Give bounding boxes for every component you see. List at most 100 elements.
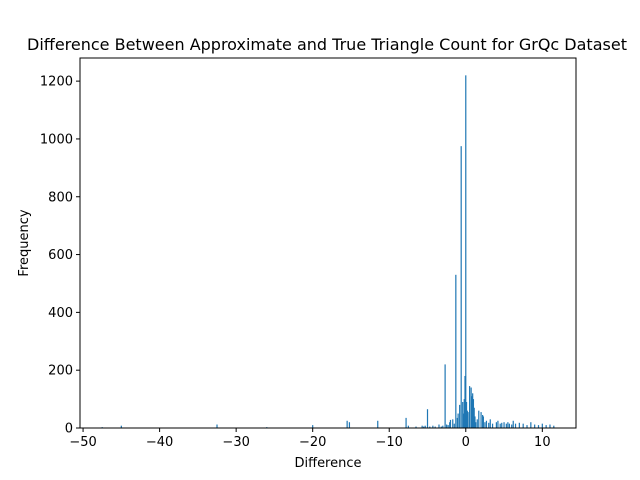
histogram-bar [472,399,475,428]
histogram-bar [471,396,473,428]
chart-title: Difference Between Approximate and True … [27,35,627,54]
histogram-bar [485,420,488,428]
histogram-bar [462,413,465,428]
histogram-bar [514,423,517,428]
y-tick-label: 1200 [40,75,73,90]
histogram-bar [423,426,425,428]
histogram-bar [346,420,348,428]
histogram-bar [216,424,218,428]
y-tick-label: 400 [48,306,73,321]
histogram-bar [464,375,466,428]
x-tick-label: −40 [146,435,173,450]
histogram-bar [456,417,458,428]
histogram-bar [447,425,449,428]
histogram-bar [480,412,482,428]
y-tick-label: 200 [48,364,73,379]
histogram-bar [348,422,351,428]
y-axis-label: Frequency [17,209,32,276]
histogram-bar [482,416,484,428]
histogram-bar [476,419,478,428]
histogram-bar [472,393,474,428]
histogram-bar [499,423,501,428]
histogram-bar [488,422,490,428]
histogram-bar [457,413,459,428]
histogram-bar [460,146,462,428]
histogram-bar [549,424,551,428]
plot-frame [79,57,577,429]
y-tick-label: 1000 [40,132,73,147]
histogram-bar [512,420,514,428]
histogram-bar [440,426,442,428]
histogram-bar [405,417,407,428]
histogram-bar [421,425,423,428]
x-axis-ticks: −50 −40 −30 −20 −10 0 10 [69,428,551,450]
histogram-bar [462,401,464,428]
histogram-bar [545,425,547,428]
histogram-bar [377,420,379,428]
histogram-bar [534,424,536,428]
histogram-bar [508,423,511,428]
histogram-bar [505,423,507,428]
histogram-bar [120,425,122,428]
histogram-bar [491,423,494,428]
x-tick-label: −20 [299,435,326,450]
y-tick-label: 0 [65,422,73,437]
histogram-bar [511,424,513,428]
x-tick-label: −50 [69,435,96,450]
histogram-bar [541,423,543,428]
histogram-bar [469,386,471,428]
histogram-bar [537,425,540,428]
histogram-bar [495,422,497,428]
histogram-bar [424,425,426,428]
histogram-bar [530,422,532,428]
histogram-bar [501,422,503,428]
histogram-bar [455,274,457,428]
x-tick-label: −10 [376,435,403,450]
histogram-bar [312,425,314,428]
histogram-bar [478,410,480,428]
histogram-bar [426,409,429,428]
histogram-bar [473,407,475,428]
histogram-bar [465,75,467,428]
bars-group [101,75,555,428]
y-axis-ticks: 0 200 400 600 800 1000 1200 [40,75,80,437]
histogram-bar [442,425,444,428]
histogram-bar [470,387,472,428]
histogram-bar [434,426,436,428]
histogram-bar [474,416,476,428]
histogram-bar [475,422,477,428]
histogram-bar [503,422,505,428]
histogram-bar [507,422,509,428]
y-tick-label: 600 [48,248,73,263]
histogram-bar [446,424,448,428]
histogram-bar [526,425,528,428]
x-tick-label: −30 [222,435,249,450]
histogram-bar [432,425,434,428]
histogram-bar [449,419,452,428]
histogram-bar [415,426,417,428]
x-axis-label: Difference [294,456,361,471]
y-tick-label: 800 [48,190,73,205]
histogram-bar [466,410,468,428]
histogram-bar [518,422,520,428]
histogram-bar [453,423,455,428]
histogram-bar [463,399,465,428]
histogram-bar [467,412,469,428]
histogram-bar [459,404,461,428]
x-tick-label: 0 [462,435,470,450]
x-tick-label: 10 [534,435,551,450]
histogram-bar [444,364,446,428]
histogram-bar [438,424,440,428]
histogram-bar [482,414,484,428]
histogram-bar [522,423,524,428]
histogram-bar [465,401,468,428]
histogram-bar [497,420,499,428]
histogram-bar [429,426,431,428]
histogram-bar [452,419,454,428]
histogram-bar [489,419,491,428]
histogram-bar [484,422,486,428]
histogram-bar [407,425,409,428]
histogram-bar [449,422,451,428]
histogram-bar [553,425,555,428]
